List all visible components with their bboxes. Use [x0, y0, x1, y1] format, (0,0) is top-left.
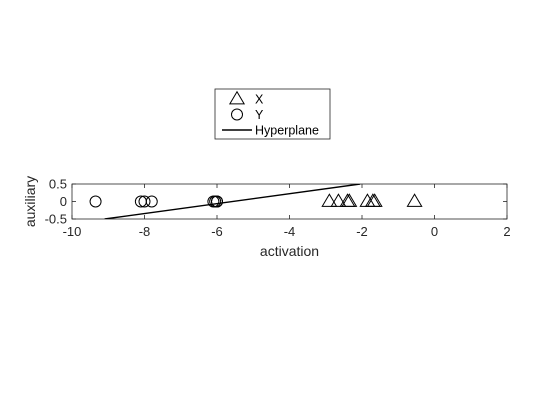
y-axis-label: auxiliary	[22, 176, 38, 227]
y-point	[145, 195, 158, 208]
hyperplane-line	[104, 184, 361, 219]
data-marks	[89, 184, 423, 219]
x-point	[406, 193, 423, 207]
y-point	[138, 195, 151, 208]
x-tick-label: 0	[431, 224, 438, 239]
x-tick-label: -2	[356, 224, 368, 239]
legend-triangle-icon	[228, 90, 246, 105]
y-tick-label: 0	[60, 194, 67, 209]
x-axis-label: activation	[260, 243, 319, 259]
y-tick-label: 0.5	[49, 177, 67, 192]
legend-label: X	[255, 93, 264, 107]
x-tick-label: -10	[63, 224, 82, 239]
x-point	[366, 193, 383, 207]
x-tick-label: -6	[211, 224, 223, 239]
x-tick-label: -8	[139, 224, 151, 239]
plot-frame	[71, 183, 508, 220]
y-tick-label: -0.5	[45, 212, 67, 227]
legend: XY Hyperplane	[214, 88, 331, 140]
y-point	[89, 195, 102, 208]
x-tick-label: 2	[503, 224, 510, 239]
legend-circle-icon	[231, 108, 243, 121]
legend-label: Hyperplane	[255, 124, 319, 138]
legend-label: Y	[255, 108, 264, 122]
x-tick-label: -4	[284, 224, 296, 239]
tick-labels: -10 -8 -6 -4 -2 0 2 0.5 0 -0.5	[45, 177, 511, 240]
x-point	[341, 193, 358, 207]
axis-ticks	[71, 183, 508, 220]
y-point	[211, 195, 223, 208]
x-point	[330, 193, 347, 207]
x-point	[321, 193, 338, 207]
plot-area	[71, 183, 508, 220]
